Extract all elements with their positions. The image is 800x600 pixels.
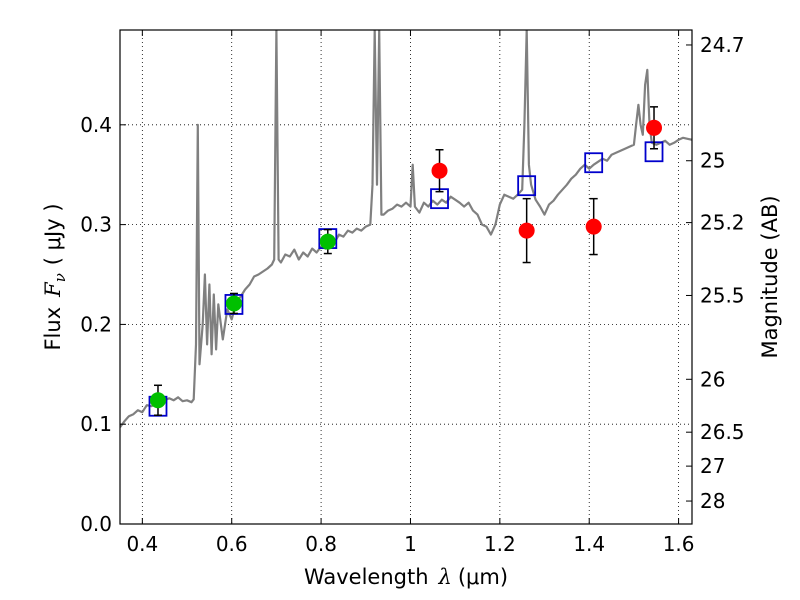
y-axis-label-text: Flux <box>41 307 65 351</box>
right-tick-label: 28 <box>700 489 725 513</box>
x-axis-label-unit: (μm) <box>458 565 508 589</box>
right-tick-label: 24.7 <box>700 33 745 57</box>
x-tick-label: 1.6 <box>663 532 695 556</box>
y-tick-label: 0.0 <box>80 512 112 536</box>
plot-frame <box>119 29 693 525</box>
right-tick-label: 25.2 <box>700 211 745 235</box>
x-tick-label: 1 <box>404 532 417 556</box>
x-tick-label: 1.2 <box>484 532 516 556</box>
right-tick-label: 25 <box>700 149 725 173</box>
right-tick-label: 27 <box>700 454 725 478</box>
x-axis-label: Wavelength λ (μm) <box>304 565 508 589</box>
plot-area <box>120 30 692 428</box>
observed-point-marker <box>518 222 535 239</box>
model-square-marker <box>584 152 604 174</box>
model-square-marker <box>517 175 537 197</box>
x-axis-label-symbol: λ <box>438 565 452 589</box>
right-tick-label: 25.5 <box>700 283 745 307</box>
y-tick-label: 0.2 <box>80 312 112 336</box>
y-tick-label: 0.4 <box>80 113 112 137</box>
observed-point-marker <box>646 119 663 136</box>
observed-point-marker <box>319 233 336 250</box>
x-tick-label: 1.4 <box>573 532 605 556</box>
y-axis-label-subscript: ν <box>51 273 69 282</box>
y-tick-label: 0.3 <box>80 213 112 237</box>
x-tick-label: 0.8 <box>305 532 337 556</box>
right-tick-label: 26.5 <box>700 420 745 444</box>
observed-point-marker <box>149 392 166 409</box>
axis-ticks: 0.4 0.6 0.8 1 1.2 1.4 1.6 0.0 0.1 0.2 0.3 0.4 24.7 25… <box>80 30 745 556</box>
y-axis-label: Flux Fν ( μJy ) <box>41 203 69 350</box>
observed-point-marker <box>585 218 602 235</box>
right-tick-label: 26 <box>700 367 725 391</box>
y-tick-label: 0.1 <box>80 412 112 436</box>
x-tick-label: 0.4 <box>126 532 158 556</box>
spectrum-line <box>120 30 692 428</box>
y-axis-label-unit: ( μJy ) <box>41 203 65 265</box>
y-axis-label-symbol: F <box>41 281 65 298</box>
x-axis-label-text: Wavelength <box>304 565 429 589</box>
observed-point-marker <box>225 295 242 312</box>
right-axis-label: Magnitude (AB) <box>758 195 782 358</box>
x-tick-label: 0.6 <box>216 532 248 556</box>
observed-point-marker <box>431 162 448 179</box>
